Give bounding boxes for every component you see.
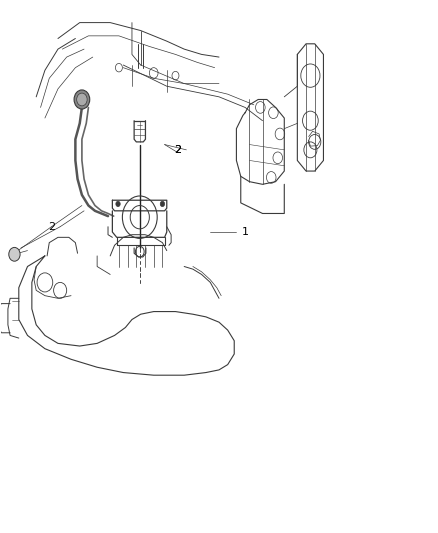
- Text: 2: 2: [174, 145, 181, 155]
- Text: 2: 2: [48, 222, 55, 232]
- Circle shape: [77, 93, 87, 106]
- Text: 1: 1: [242, 227, 249, 237]
- Circle shape: [9, 247, 20, 261]
- Circle shape: [116, 201, 120, 207]
- Circle shape: [74, 90, 90, 109]
- Text: 2: 2: [174, 145, 181, 155]
- Circle shape: [160, 201, 165, 207]
